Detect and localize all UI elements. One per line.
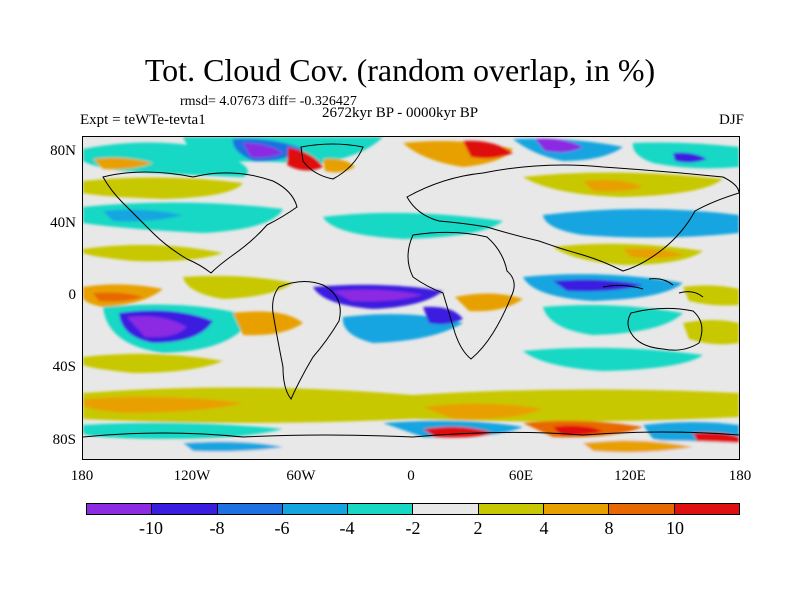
anomaly-region (287, 147, 323, 171)
coastline-maritime-continent (602, 278, 704, 298)
plot-title: Tot. Cloud Cov. (random overlap, in %) (144, 52, 656, 88)
colorbar-label: -4 (339, 518, 355, 538)
colorbar-swatch (282, 504, 349, 514)
colorbar-label: 4 (539, 518, 549, 538)
colorbar-label: -6 (274, 518, 290, 538)
anomaly-region (183, 275, 293, 299)
anomaly-region (127, 316, 187, 338)
anomaly-region (423, 403, 543, 420)
lon-label: 60E (508, 468, 534, 484)
lat-label: 80N (50, 143, 76, 159)
coastline-europe-asia (406, 164, 739, 272)
period-label: 2672kyr BP - 0000kyr BP (322, 105, 479, 121)
colorbar-label: -10 (139, 518, 163, 538)
anomaly-region (83, 177, 243, 199)
anomaly-region (535, 138, 583, 153)
season-label: DJF (718, 112, 744, 128)
lon-label: 180 (70, 468, 94, 484)
anomaly-region (233, 311, 303, 336)
anomaly-region (455, 293, 523, 312)
anomaly-region (583, 179, 643, 192)
stats-label: rmsd= 4.07673 diff= -0.326427 (180, 94, 357, 109)
colorbar-swatch (674, 504, 739, 514)
anomaly-region (423, 306, 463, 325)
anomaly-region (83, 244, 223, 262)
anomaly-region (553, 425, 603, 436)
colorbar-swatch (544, 504, 610, 514)
lon-label: 60W (286, 468, 316, 484)
lat-label: 40S (52, 359, 76, 375)
lat-label: 40N (50, 215, 76, 231)
colorbar-swatch (348, 504, 414, 514)
lon-label: 0 (407, 468, 415, 484)
anomaly-region (673, 152, 707, 163)
colorbar-label: 8 (604, 518, 614, 538)
colorbar-label: 10 (666, 518, 684, 538)
anomaly-region (93, 292, 143, 302)
lat-label: 0 (68, 287, 77, 303)
anomaly-region (243, 143, 283, 158)
colorbar-swatch (152, 504, 218, 514)
colorbar-label: 2 (473, 518, 483, 538)
lat-label: 80S (52, 432, 76, 448)
colorbar-swatch (609, 504, 675, 514)
anomaly-region (623, 248, 683, 259)
anomaly-region (83, 422, 283, 440)
coastline-greenland (300, 143, 364, 180)
anomaly-region (103, 209, 183, 222)
anomaly-region (463, 140, 513, 159)
anomaly-region (183, 441, 283, 452)
colorbar-swatch (217, 504, 283, 514)
anomaly-region (83, 353, 223, 373)
anomaly-region (543, 209, 739, 238)
cloud-cover-map (83, 137, 739, 459)
anomaly-region (553, 279, 643, 292)
map-panel (82, 136, 740, 460)
coastline-antarctica (83, 431, 739, 438)
anomaly-region (523, 347, 703, 371)
anomaly-region (683, 285, 739, 306)
coastline-north-america (102, 171, 298, 274)
lon-label: 180 (728, 468, 752, 484)
anomaly-region (93, 157, 153, 170)
experiment-label: Expt = teWTe-tevta1 (80, 112, 206, 128)
coastline-south-america (272, 281, 341, 400)
anomaly-region (553, 243, 703, 265)
anomaly-region (583, 440, 693, 453)
anomaly-region (683, 320, 739, 345)
anomaly-region (83, 387, 739, 423)
colorbar (86, 503, 740, 515)
colorbar-label: -8 (209, 518, 225, 538)
colorbar-label: -2 (405, 518, 421, 538)
colorbar-swatch (87, 504, 153, 514)
lon-label: 120E (614, 468, 646, 484)
colorbar-swatch (478, 504, 545, 514)
coastline-africa (407, 231, 515, 360)
anomaly-region (83, 396, 243, 413)
colorbar-swatch (413, 504, 479, 514)
lon-label: 120W (173, 468, 211, 484)
anomaly-region (333, 289, 423, 302)
coastline-australia (627, 307, 703, 351)
anomaly-region (543, 305, 683, 335)
